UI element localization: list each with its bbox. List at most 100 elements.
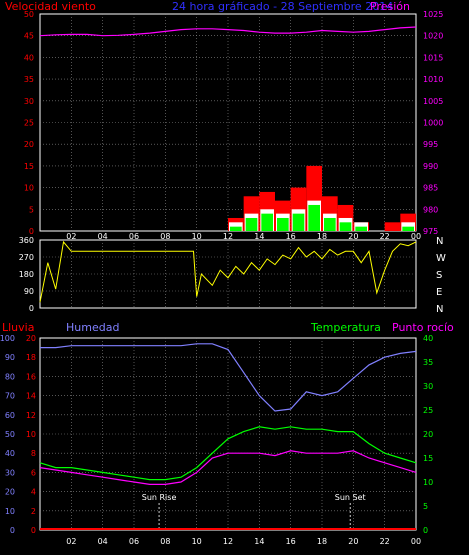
x-tick-label: 04	[98, 537, 108, 546]
pressure-title: Presión	[370, 0, 410, 13]
x-tick-label: 12	[223, 537, 233, 546]
temperature-y-tick-label: 0	[423, 526, 428, 535]
wind-average-bar	[277, 217, 289, 231]
x-tick-label: 02	[66, 537, 76, 546]
humidity-y-tick-label: 10	[5, 507, 15, 516]
wind-average-bar	[339, 222, 352, 231]
temperature-y-tick-label: 25	[423, 406, 433, 415]
x-tick-label: 10	[192, 232, 202, 241]
temperature-y-tick-label: 40	[423, 334, 433, 343]
x-tick-label: 08	[160, 537, 170, 546]
wind-y-tick-label: 5	[29, 205, 34, 214]
rain-y-tick-label: 8	[31, 449, 36, 458]
direction-y-tick-label: 360	[19, 236, 34, 245]
rain-y-tick-label: 18	[26, 353, 36, 362]
temperature-label: Temperatura	[310, 321, 381, 334]
direction-y-tick-label: 270	[19, 253, 34, 262]
sunset-label: Sun Set	[335, 493, 366, 502]
x-tick-label: 20	[348, 232, 358, 241]
wind-y-tick-label: 20	[24, 140, 34, 149]
dewpoint-series-line	[39, 450, 417, 485]
wind-y-tick-label: 10	[24, 184, 34, 193]
humidity-y-tick-label: 70	[5, 392, 15, 401]
x-tick-label: 18	[317, 232, 327, 241]
humidity-y-tick-label: 90	[5, 353, 15, 362]
direction-series-line	[39, 240, 417, 303]
pressure-y-tick-label: 980	[423, 205, 438, 214]
pressure-y-tick-label: 995	[423, 140, 438, 149]
compass-label: N	[436, 236, 443, 247]
humidity-label: Humedad	[66, 321, 119, 334]
pressure-y-tick-label: 1025	[423, 10, 443, 19]
humidity-y-tick-label: 0	[10, 526, 15, 535]
temperature-y-tick-label: 15	[423, 454, 433, 463]
x-tick-label: 04	[98, 232, 108, 241]
humidity-y-tick-label: 100	[0, 334, 15, 343]
sunrise-label: Sun Rise	[142, 493, 177, 502]
wind-average-bar	[230, 226, 242, 231]
x-tick-label: 20	[348, 537, 358, 546]
humidity-series-line	[40, 343, 417, 412]
marks-layer	[39, 26, 417, 530]
rain-y-tick-label: 12	[26, 411, 36, 420]
temperature-y-tick-label: 5	[423, 502, 428, 511]
pressure-y-tick-label: 1000	[423, 119, 443, 128]
pressure-y-tick-label: 1015	[423, 53, 443, 62]
pressure-y-tick-label: 975	[423, 227, 438, 236]
x-tick-label: 14	[254, 232, 264, 241]
pressure-y-tick-label: 1020	[423, 32, 443, 41]
humidity-y-tick-label: 20	[5, 488, 15, 497]
compass-label: S	[436, 270, 442, 281]
compass-label: W	[436, 253, 446, 264]
dewpoint-label: Punto rocío	[392, 321, 454, 334]
x-tick-label: 08	[160, 232, 170, 241]
x-tick-label: 16	[286, 537, 296, 546]
x-tick-label: 06	[129, 232, 139, 241]
wind-average-bar	[245, 217, 258, 231]
rain-y-tick-label: 20	[26, 334, 36, 343]
wind-y-tick-label: 0	[29, 227, 34, 236]
humidity-y-tick-label: 60	[5, 411, 15, 420]
x-tick-label: 14	[254, 537, 264, 546]
wind-average-bar	[355, 226, 367, 231]
temperature-y-tick-label: 35	[423, 358, 433, 367]
x-tick-label: 02	[66, 232, 76, 241]
wind-y-tick-label: 25	[24, 119, 34, 128]
direction-y-tick-label: 180	[19, 270, 34, 279]
wind-average-bar	[402, 226, 414, 231]
rain-y-tick-label: 0	[31, 526, 36, 535]
temperature-y-tick-label: 10	[423, 478, 433, 487]
wind-average-bar	[261, 213, 273, 231]
rain-y-tick-label: 2	[31, 507, 36, 516]
pressure-y-tick-label: 1005	[423, 97, 443, 106]
temperature-series-line	[39, 426, 417, 481]
direction-y-tick-label: 90	[24, 287, 34, 296]
x-tick-label: 22	[380, 232, 390, 241]
wind-y-tick-label: 15	[24, 162, 34, 171]
x-tick-label: 22	[380, 537, 390, 546]
x-tick-label: 10	[192, 537, 202, 546]
grid-layer	[40, 14, 416, 530]
wind-gust-bar	[384, 222, 401, 231]
wind-average-bar	[308, 204, 320, 231]
x-tick-label: 00	[411, 232, 421, 241]
wind-average-bar	[292, 213, 305, 231]
rain-y-tick-label: 10	[26, 430, 36, 439]
direction-y-tick-label: 0	[29, 304, 34, 313]
pressure-y-tick-label: 985	[423, 184, 438, 193]
wind-speed-title: Velocidad viento	[5, 0, 96, 13]
humidity-y-tick-label: 50	[5, 430, 15, 439]
rain-y-tick-label: 4	[31, 488, 36, 497]
humidity-y-tick-label: 80	[5, 372, 15, 381]
wind-y-tick-label: 45	[24, 32, 34, 41]
humidity-y-tick-label: 40	[5, 449, 15, 458]
rain-y-tick-label: 14	[26, 392, 36, 401]
humidity-y-tick-label: 30	[5, 468, 15, 477]
x-tick-label: 16	[286, 232, 296, 241]
temperature-y-tick-label: 30	[423, 382, 433, 391]
x-tick-label: 12	[223, 232, 233, 241]
x-tick-label: 00	[411, 537, 421, 546]
compass-label: N	[436, 304, 443, 315]
wind-y-tick-label: 30	[24, 97, 34, 106]
rain-label: Lluvia	[2, 321, 34, 334]
